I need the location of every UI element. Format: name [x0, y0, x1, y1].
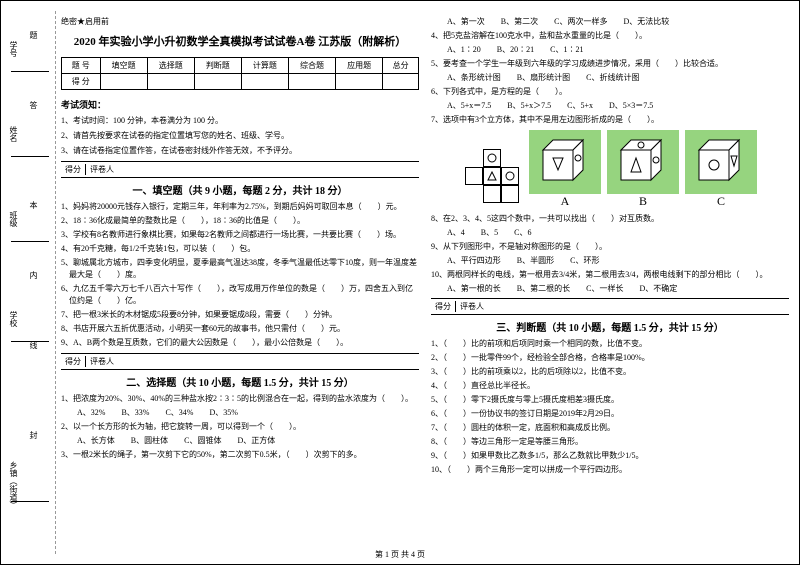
grader-label: 评卷人	[86, 164, 118, 175]
options: A、长方体 B、圆柱体 C、圆锥体 D、正方体	[61, 435, 419, 446]
grader-label: 评卷人	[456, 301, 488, 312]
cube-icon	[529, 130, 601, 194]
question: 1、（ ）比的前项和后项同时乘一个相同的数，比值不变。	[431, 338, 789, 350]
th: 计算题	[241, 58, 288, 74]
cube-icon	[685, 130, 757, 194]
left-column: 绝密★启用前 2020 年实验小学小升初数学全真模拟考试试卷A卷 江苏版（附解析…	[61, 16, 419, 554]
question: 7、把一根3米长的木材锯成5段要8分钟，如果要锯成8段，需要（ ）分钟。	[61, 309, 419, 321]
section-2-title: 二、选择题（共 10 小题，每题 1.5 分，共计 15 分）	[61, 374, 419, 389]
binding-gutter: 学号 姓名 班级 学校 乡镇（街道） 题 答 本 内 线 封	[6, 11, 56, 554]
cube-b: B	[607, 130, 679, 209]
th: 选择题	[147, 58, 194, 74]
question: 10、（ ）两个三角形一定可以拼成一个平行四边形。	[431, 464, 789, 476]
gutter-line	[11, 156, 49, 157]
exam-page: 学号 姓名 班级 学校 乡镇（街道） 题 答 本 内 线 封 绝密★启用前 20…	[0, 0, 800, 565]
exam-title: 2020 年实验小学小升初数学全真模拟考试试卷A卷 江苏版（附解析）	[61, 33, 419, 49]
score-label: 得分	[61, 356, 86, 367]
th: 总分	[383, 58, 419, 74]
gutter-char: 答	[28, 101, 39, 109]
gutter-label: 班级	[8, 211, 19, 227]
options: A、第一次 B、第二次 C、两次一样多 D、无法比较	[431, 16, 789, 27]
td: 得 分	[62, 74, 101, 90]
td	[100, 74, 147, 90]
question: 3、一根2米长的绳子，第一次剪下它的50%，第二次剪下0.5米，（ ）次剪下的多…	[61, 449, 419, 461]
th: 题 号	[62, 58, 101, 74]
options: A、条形统计图 B、扇形统计图 C、折线统计图	[431, 72, 789, 83]
question: 9、（ ）如果甲数比乙数多1/5，那么乙数就比甲数少1/5。	[431, 450, 789, 462]
page-footer: 第 1 页 共 4 页	[1, 549, 799, 560]
th: 应用题	[336, 58, 383, 74]
question: 4、（ ）直径总比半径长。	[431, 380, 789, 392]
question: 9、A、B两个数是互质数，它们的最大公因数是（ ），最小公倍数是（ ）。	[61, 337, 419, 349]
notice-item: 2、请首先按要求在试卷的指定位置填写您的姓名、班级、学号。	[61, 130, 419, 141]
question: 3、（ ）比的前项乘以2，比的后项除以2，比值不变。	[431, 366, 789, 378]
th: 判断题	[194, 58, 241, 74]
gutter-char: 线	[28, 341, 39, 349]
grader-label: 评卷人	[86, 356, 118, 367]
th: 填空题	[100, 58, 147, 74]
question: 7、选项中有3个立方体，其中不是用左边图形折成的是（ ）。	[431, 114, 789, 126]
score-table: 题 号 填空题 选择题 判断题 计算题 综合题 应用题 总分 得 分	[61, 57, 419, 90]
gutter-char: 内	[28, 271, 39, 279]
question: 3、学校有8名教师进行象棋比赛，如果每2名教师之间都进行一场比赛，一共要比赛（ …	[61, 229, 419, 241]
table-row: 题 号 填空题 选择题 判断题 计算题 综合题 应用题 总分	[62, 58, 419, 74]
section-1-title: 一、填空题（共 9 小题，每题 2 分，共计 18 分）	[61, 182, 419, 197]
question: 6、下列各式中，是方程的是（ ）。	[431, 86, 789, 98]
question: 6、（ ）一份协议书的签订日期是2019年2月29日。	[431, 408, 789, 420]
gutter-line	[11, 501, 49, 502]
cube-net	[463, 149, 523, 209]
question: 7、（ ）圆柱的体积一定，底面积和高成反比例。	[431, 422, 789, 434]
question: 6、九亿五千零六万七千八百六十写作（ ），改写成用万作单位的数是（ ）万，四舍五…	[61, 283, 419, 307]
score-label: 得分	[61, 164, 86, 175]
question: 8、在2、3、4、5这四个数中，一共可以找出（ ）对互质数。	[431, 213, 789, 225]
gutter-line	[11, 71, 49, 72]
notice-item: 3、请在试卷指定位置作答，在试卷密封线外作答无效，不予评分。	[61, 145, 419, 156]
question: 8、书店开展六五折优惠活动，小明买一套60元的故事书，他只需付（ ）元。	[61, 323, 419, 335]
section-3-title: 三、判断题（共 10 小题，每题 1.5 分，共计 15 分）	[431, 319, 789, 334]
options: A、32% B、33% C、34% D、35%	[61, 407, 419, 418]
question: 5、（ ）零下2摄氏度与零上5摄氏度相差3摄氏度。	[431, 394, 789, 406]
question: 2、（ ）一批零件99个，经检验全部合格，合格率是100%。	[431, 352, 789, 364]
question: 4、把5克盐溶解在100克水中，盐和盐水重量的比是（ ）。	[431, 30, 789, 42]
question: 5、聊城属北方城市，四季变化明显，夏季最高气温达38度，冬季气温最低达零下10度…	[61, 257, 419, 281]
cube-label: B	[607, 194, 679, 209]
question: 9、从下列图形中，不是轴对称图形的是（ ）。	[431, 241, 789, 253]
cube-label: C	[685, 194, 757, 209]
cube-c: C	[685, 130, 757, 209]
options: A、5+x＝7.5 B、5+x＞7.5 C、5+x D、5×3＝7.5	[431, 100, 789, 111]
gutter-char: 封	[28, 431, 39, 439]
gutter-char: 题	[28, 31, 39, 39]
score-box: 得分 评卷人	[61, 353, 419, 370]
options: A、第一根的长 B、第二根的长 C、一样长 D、不确定	[431, 283, 789, 294]
options: A、平行四边形 B、半圆形 C、环形	[431, 255, 789, 266]
question: 1、把浓度为20%、30%、40%的三种盐水按2∶3∶5的比例混合在一起，得到的…	[61, 393, 419, 405]
gutter-line	[11, 241, 49, 242]
gutter-label: 学校	[8, 311, 19, 327]
notice-title: 考试须知：	[61, 98, 419, 111]
secret-label: 绝密★启用前	[61, 16, 419, 27]
options: A、4 B、5 C、6	[431, 227, 789, 238]
gutter-char: 本	[28, 201, 39, 209]
question: 8、（ ）等边三角形一定是等腰三角形。	[431, 436, 789, 448]
question: 4、有20千克糖，每1/2千克装1包，可以装（ ）包。	[61, 243, 419, 255]
score-box: 得分 评卷人	[61, 161, 419, 178]
score-label: 得分	[431, 301, 456, 312]
th: 综合题	[288, 58, 335, 74]
options: A、1∶20 B、20∶21 C、1∶21	[431, 44, 789, 55]
score-box: 得分 评卷人	[431, 298, 789, 315]
question: 2、18∶36化成最简单的整数比是（ ），18∶36的比值是（ ）。	[61, 215, 419, 227]
gutter-label: 学号	[8, 41, 19, 57]
notice-item: 1、考试时间：100 分钟，本卷满分为 100 分。	[61, 115, 419, 126]
cube-a: A	[529, 130, 601, 209]
question: 5、要考查一个学生一年级到六年级的学习成绩进步情况，采用（ ）比较合适。	[431, 58, 789, 70]
table-row: 得 分	[62, 74, 419, 90]
cube-label: A	[529, 194, 601, 209]
gutter-label: 姓名	[8, 126, 19, 142]
cube-icon	[607, 130, 679, 194]
question: 10、两根同样长的电线，第一根用去3/4米，第二根用去3/4，两根电线剩下的部分…	[431, 269, 789, 281]
question: 1、妈妈将20000元钱存入银行，定期三年，年利率为2.75%，到期后妈妈可取回…	[61, 201, 419, 213]
cube-figure: A B	[431, 130, 789, 209]
question: 2、以一个长方形的长为轴，把它旋转一周，可以得到一个（ ）。	[61, 421, 419, 433]
right-column: A、第一次 B、第二次 C、两次一样多 D、无法比较 4、把5克盐溶解在100克…	[431, 16, 789, 554]
